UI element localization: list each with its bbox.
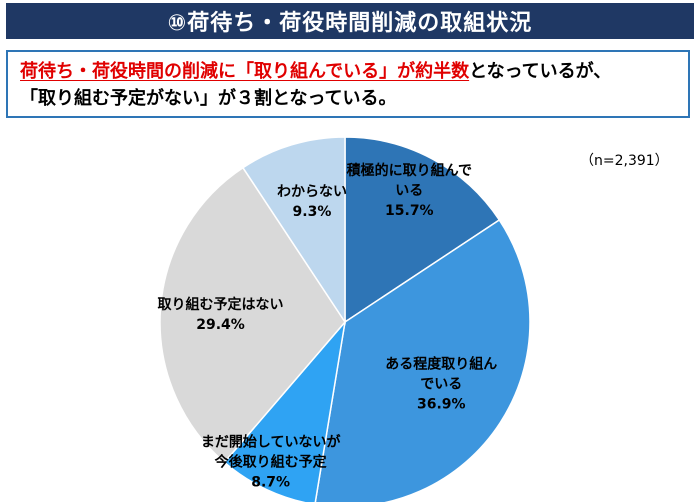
pie-slice-1 xyxy=(314,218,531,502)
pie-slice-4 xyxy=(241,136,346,325)
summary-box: 荷待ち・荷役時間の削減に「取り組んでいる」が約半数となっているが、 「取り組む予… xyxy=(6,50,690,118)
slice-label-4-0: わからない xyxy=(277,184,347,200)
slice-value-2: 8.7% xyxy=(251,475,290,491)
slice-label-0-0: 積極的に取り組んで xyxy=(346,162,472,179)
slice-value-3: 29.4% xyxy=(196,317,245,333)
slice-value-1: 36.9% xyxy=(417,396,466,412)
slice-label-2-0: まだ開始していないが xyxy=(201,434,342,451)
slice-label-1-1: でいる xyxy=(420,376,462,392)
slice-label-group-3: 取り組む予定はない 29.4% xyxy=(158,296,284,333)
summary-text-1: となっているが、 xyxy=(469,61,612,82)
slice-value-0: 15.7% xyxy=(385,203,434,219)
slice-label-3-0: 取り組む予定はない xyxy=(158,296,284,313)
slice-label-group-4: わからない 9.3% xyxy=(277,184,347,220)
sample-size-label: （n=2,391） xyxy=(580,153,669,169)
pie-slice-0 xyxy=(344,136,501,324)
slice-label-1-0: ある程度取り組ん xyxy=(385,355,497,372)
slice-value-4: 9.3% xyxy=(293,204,332,220)
summary-text-2: 「取り組む予定がない」が３割となっている。 xyxy=(20,88,397,109)
title-bar: ⑩荷待ち・荷役時間削減の取組状況 xyxy=(6,3,694,39)
summary-highlight: 荷待ち・荷役時間の削減に「取り組んでいる」が約半数 xyxy=(20,61,470,82)
pie-slice-3 xyxy=(159,166,346,464)
page-title: ⑩荷待ち・荷役時間削減の取組状況 xyxy=(167,11,533,36)
pie-slice-2 xyxy=(223,319,347,502)
slice-label-0-1: いる xyxy=(395,183,423,199)
slice-label-2-1: 今後取り組む予定 xyxy=(214,454,327,471)
